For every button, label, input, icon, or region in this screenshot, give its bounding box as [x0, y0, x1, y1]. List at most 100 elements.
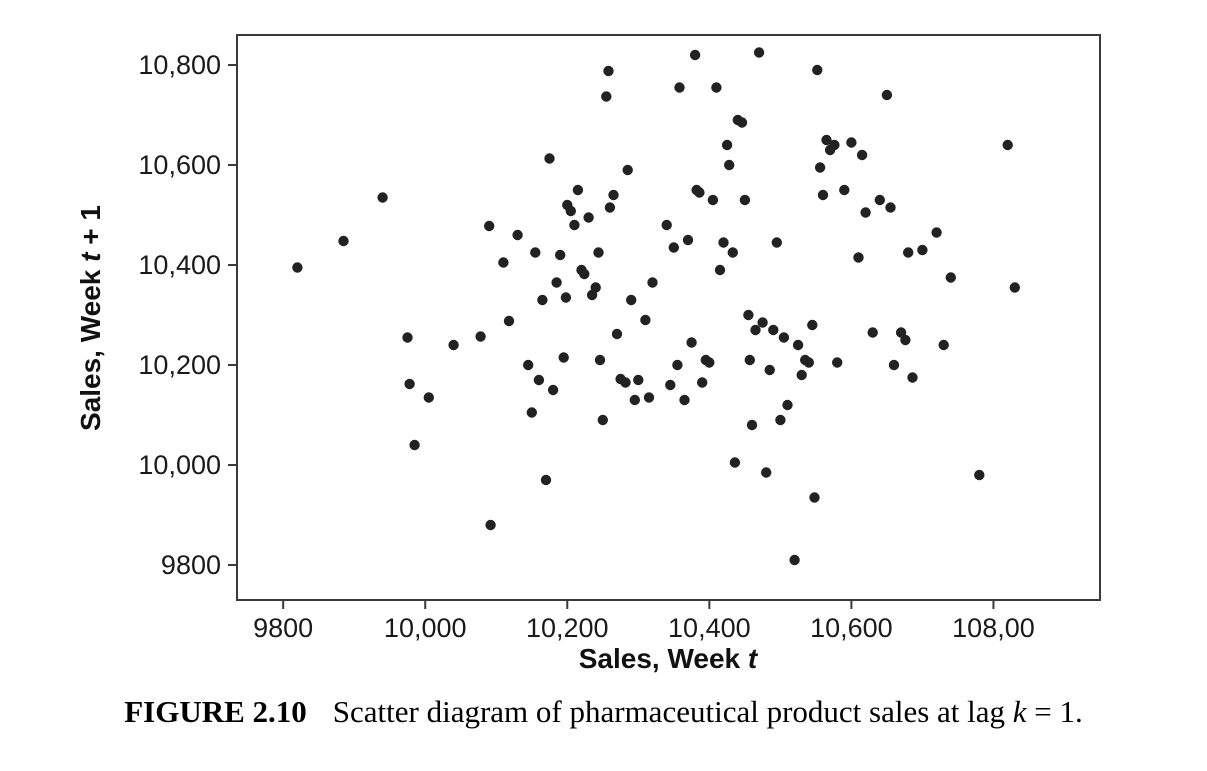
scatter-point	[881, 89, 893, 101]
scatter-point	[572, 184, 584, 196]
scatter-point	[661, 219, 672, 231]
scatter-point	[860, 207, 871, 218]
scatter-point	[750, 324, 761, 336]
scatter-point	[622, 164, 633, 176]
scatter-point	[744, 354, 755, 366]
y-tick-label: 10,400	[138, 250, 221, 280]
x-tick-label: 108,00	[952, 613, 1035, 643]
scatter-point	[945, 272, 956, 283]
scatter-point	[938, 339, 949, 351]
scatter-point	[540, 474, 552, 486]
scatter-point	[846, 137, 857, 148]
scatter-point	[551, 277, 562, 288]
scatter-point	[724, 159, 735, 171]
scatter-point	[768, 324, 779, 336]
scatter-point	[736, 117, 748, 128]
scatter-point	[404, 378, 415, 390]
scatter-point	[560, 292, 572, 303]
scatter-point	[402, 332, 413, 343]
y-axis-title: Sales, Week t + 1	[75, 205, 106, 431]
scatter-point	[640, 314, 651, 326]
figure-caption-end: = 1.	[1026, 694, 1083, 729]
scatter-point	[558, 352, 569, 363]
x-axis-title: Sales, Week t	[579, 643, 759, 674]
scatter-point	[503, 315, 515, 327]
scatter-point	[1002, 139, 1013, 151]
y-tick-label: 10,000	[138, 450, 221, 480]
figure-caption-variable: k	[1012, 694, 1027, 729]
scatter-point	[565, 205, 576, 217]
y-tick-label: 10,800	[138, 50, 221, 80]
scatter-point	[757, 317, 768, 328]
scatter-point	[475, 331, 486, 342]
scatter-point	[821, 134, 832, 146]
scatter-point	[629, 394, 640, 406]
scatter-point	[689, 49, 701, 61]
x-tick-label: 10,200	[526, 613, 609, 643]
scatter-point	[697, 377, 708, 388]
scatter-point	[672, 359, 683, 371]
scatter-point	[874, 194, 885, 206]
scatter-point	[498, 257, 509, 268]
scatter-point	[537, 294, 548, 306]
scatter-point	[809, 492, 820, 503]
scatter-point	[682, 234, 694, 246]
scatter-point	[711, 82, 722, 93]
scatter-point	[718, 237, 729, 248]
scatter-point	[633, 374, 644, 386]
scatter-point	[903, 247, 914, 258]
scatter-point	[597, 414, 608, 426]
scatter-point	[608, 189, 619, 201]
scatter-point	[611, 328, 623, 340]
scatter-point	[423, 392, 434, 403]
scatter-point	[526, 407, 537, 418]
scatter-point	[292, 262, 303, 273]
scatter-point	[888, 359, 900, 371]
x-tick-label: 10,000	[384, 613, 467, 643]
scatter-chart: 9800 10,000 10,200 10,400 10,600 108,00 9800 10…	[75, 34, 1101, 674]
scatter-point	[974, 469, 985, 481]
scatter-point	[530, 247, 541, 258]
scatter-point	[803, 357, 814, 368]
scatter-point	[679, 394, 690, 406]
scatter-point	[867, 327, 878, 338]
scatter-point	[569, 219, 580, 231]
scatter-point	[707, 194, 719, 206]
scatter-point	[1009, 282, 1020, 293]
scatter-point	[814, 162, 826, 173]
scatter-point	[761, 467, 772, 478]
scatter-point	[789, 554, 800, 566]
scatter-point	[746, 419, 758, 431]
scatter-point	[900, 334, 911, 346]
scatter-point	[714, 264, 726, 276]
x-tick-label: 9800	[253, 613, 313, 643]
scatter-point	[643, 392, 655, 403]
scatter-point	[603, 65, 614, 77]
scatter-point	[721, 139, 733, 151]
scatter-point	[665, 379, 676, 391]
x-tick-label: 10,400	[668, 613, 751, 643]
scatter-point	[743, 309, 754, 321]
scatter-point	[338, 235, 349, 247]
scatter-point	[647, 277, 658, 288]
scatter-point	[583, 212, 594, 223]
scatter-point	[590, 282, 601, 293]
scatter-point	[771, 237, 782, 248]
y-tick-label: 9800	[161, 550, 221, 580]
scatter-point	[594, 354, 606, 366]
scatter-point	[620, 377, 631, 388]
scatter-point	[917, 244, 928, 256]
scatter-point	[739, 194, 751, 206]
scatter-point	[533, 374, 545, 386]
scatter-point	[547, 384, 559, 396]
figure-caption: FIGURE 2.10 Scatter diagram of pharmaceut…	[0, 694, 1207, 730]
plot-frame	[236, 34, 1101, 601]
scatter-point	[775, 414, 786, 426]
scatter-point	[832, 357, 843, 368]
scatter-point	[544, 153, 555, 164]
y-tick-label: 10,200	[138, 350, 221, 380]
scatter-point	[604, 202, 616, 213]
y-tick-label: 10,600	[138, 150, 221, 180]
figure-caption-label: FIGURE 2.10	[124, 694, 307, 729]
